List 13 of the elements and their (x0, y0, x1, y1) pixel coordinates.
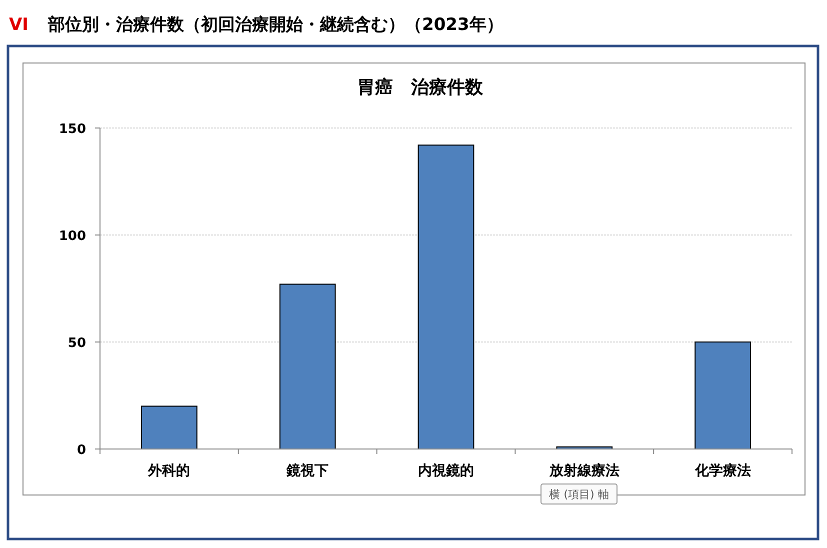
annotation: VI (9, 15, 28, 35)
chart-title: 部位別・治療件数（初回治療開始・継続含む）（2023年） (47, 15, 504, 35)
x-tick-label: 鏡視下 (286, 462, 329, 479)
x-tick-label: 放射線療法 (548, 462, 620, 479)
annotation: 横 (項目) 軸 (540, 484, 618, 504)
x-tick-label: 外科的 (147, 463, 190, 479)
x-tick-label: 化学療法 (694, 462, 751, 479)
chart-subtitle: 胃癌 治療件数 (357, 77, 484, 98)
y-tick-label: 150 (58, 122, 86, 137)
y-tick-label: 50 (68, 336, 86, 351)
y-tick-label: 0 (76, 443, 86, 458)
y-tick-label: 100 (58, 229, 86, 244)
x-tick-label: 内視鏡的 (418, 462, 474, 479)
